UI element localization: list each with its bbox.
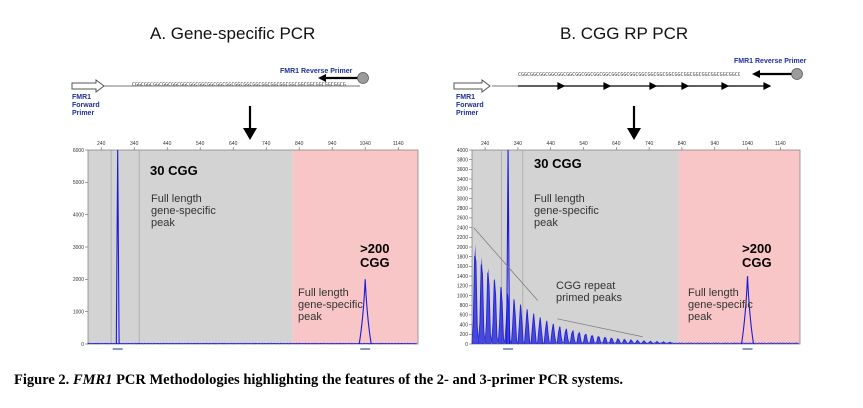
caption-rest: PCR Methodologies highlighting the featu… [112,372,623,388]
chart-b: 240 340 440 540 640 740 840 940 1040 1140 0 200 400 6… [457,141,801,350]
x-tick-label-1: 340 [130,141,139,147]
x-tick-label-6: 840 [678,141,687,147]
y-tick-label-5: 1000 [457,293,468,299]
panel-b-200cgg-label: >200 CGG [742,241,772,270]
x-tick-label-0: 240 [481,141,490,147]
x-tick-label-8: 1040 [742,141,753,147]
caption-gene: FMR1 [72,372,113,388]
down-arrow-icon [243,106,257,140]
panel-b-200cgg-note: Full length gene-specific peak [688,287,753,323]
y-tick-label-14: 2800 [457,206,468,212]
panel-b-30cgg-note: Full length gene-specific peak [534,193,599,229]
panel-a-title: A. Gene-specific PCR [150,24,316,43]
y-tick-label-7: 1400 [457,274,468,280]
repeat-pointer-1 [473,227,538,301]
reverse-primer-icon [318,72,369,84]
x-tick-label-4: 640 [612,141,621,147]
y-tick-label-3: 3000 [73,245,84,251]
panel-b-primer-diagram [453,68,803,93]
x-tick-label-8: 1040 [360,141,371,147]
panel-a-30cgg-note: Full length gene-specific peak [151,193,216,229]
x-tick-label-7: 940 [711,141,720,147]
y-tick-label-2: 400 [460,322,469,328]
trace-peak-1 [740,276,755,345]
y-tick-label-13: 2600 [457,216,468,222]
trace-peak-0 [115,149,120,345]
y-tick-label-0: 0 [465,342,468,348]
y-tick-label-3: 600 [460,313,469,319]
y-tick-label-15: 3000 [457,196,468,202]
y-tick-label-18: 3600 [457,167,468,173]
y-tick-label-20: 4000 [457,148,468,154]
panel-b-title: B. CGG RP PCR [560,24,689,43]
panel-b-30cgg-label: 30 CGG [534,156,582,171]
x-tick-label-9: 1140 [775,141,786,147]
figure-caption: Figure 2. FMR1 PCR Methodologies highlig… [14,372,623,389]
panel-b-forward-primer-label: FMR1 Forward Primer [456,94,484,117]
x-tick-label-6: 840 [295,141,304,147]
panel-b-sequence: CGGCGGCGGCGGCGGCGGCGGCGGCGGCGGCGGCGGCGGC… [518,72,740,78]
trace-peak-0 [506,149,511,345]
panel-a-200cgg-label: >200 CGG [360,241,390,270]
caption-prefix: Figure 2. [14,372,73,388]
y-tick-label-0: 0 [81,342,84,348]
panel-a-sequence: CGGCGGCGGCGGCGGCGGCGGCGGCGGCGGCGGCGGCGGC… [132,82,346,88]
x-tick-label-2: 440 [547,141,556,147]
chart-a: 240 340 440 540 640 740 840 940 1040 1140 0 1000 200… [73,141,419,350]
x-tick-label-9: 1140 [393,141,404,147]
y-tick-label-8: 1600 [457,264,468,270]
forward-primer-icon [71,79,105,93]
y-tick-label-16: 3200 [457,187,468,193]
y-tick-label-10: 2000 [457,245,468,251]
y-tick-label-5: 5000 [73,180,84,186]
x-tick-label-2: 440 [163,141,172,147]
trace-peak-1 [358,279,372,345]
y-tick-label-9: 1800 [457,255,468,261]
repeat-primer-arrows [518,82,772,90]
down-arrow-icon [627,106,641,140]
panel-a-30cgg-label: 30 CGG [150,163,198,178]
y-tick-label-1: 1000 [73,309,84,315]
x-tick-label-5: 740 [262,141,271,147]
chart-region-0 [88,150,293,344]
y-tick-label-6: 6000 [73,148,84,154]
panel-a-primer-diagram [71,72,369,93]
trace-baseline [471,255,799,345]
y-tick-label-17: 3400 [457,177,468,183]
panel-a-reverse-primer-label: FMR1 Reverse Primer [280,68,353,75]
trace-baseline [87,342,417,345]
chart-region-1 [292,150,418,344]
x-tick-label-3: 540 [196,141,205,147]
panel-b-repeat-note: CGG repeat primed peaks [556,280,623,304]
y-tick-label-2: 2000 [73,277,84,283]
repeat-pointer-2 [557,318,643,338]
y-tick-label-19: 3800 [457,158,468,164]
y-tick-label-4: 800 [460,303,469,309]
reverse-primer-icon [752,68,803,80]
x-tick-label-7: 940 [328,141,337,147]
x-tick-label-0: 240 [97,141,106,147]
x-tick-label-5: 740 [645,141,654,147]
panel-a-200cgg-note: Full length gene-specific peak [298,287,363,323]
y-tick-label-11: 2200 [457,235,468,241]
y-tick-label-4: 4000 [73,212,84,218]
y-tick-label-12: 2400 [457,225,468,231]
x-tick-label-3: 540 [579,141,588,147]
y-tick-label-1: 200 [460,332,469,338]
y-tick-label-6: 1200 [457,284,468,290]
forward-primer-icon [453,79,491,93]
x-tick-label-1: 340 [514,141,523,147]
panel-b-reverse-primer-label: FMR1 Reverse Primer [734,58,807,65]
chart-region-1 [678,150,800,344]
panel-a-forward-primer-label: FMR1 Forward Primer [72,94,100,117]
x-tick-label-4: 640 [229,141,238,147]
